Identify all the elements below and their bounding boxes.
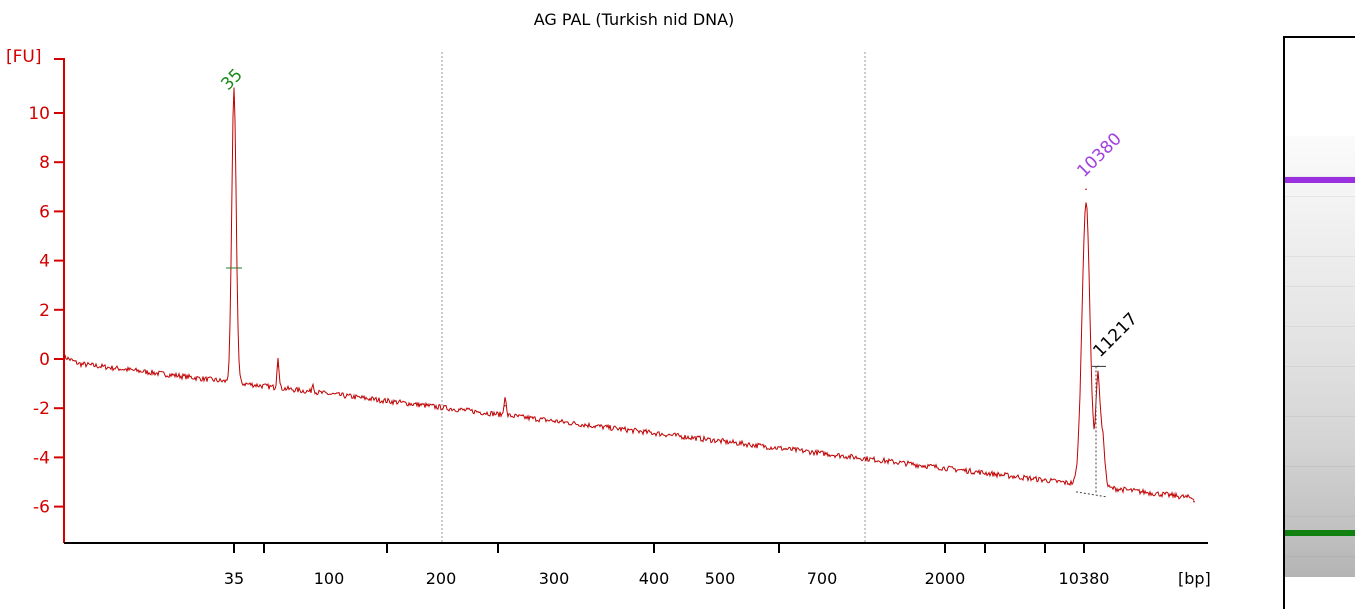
x-tick-label: 400 (639, 569, 670, 588)
x-tick-label: 35 (224, 569, 244, 588)
x-axis-unit-label: [bp] (1178, 569, 1211, 588)
x-tick-label: 300 (539, 569, 570, 588)
y-tick-label: 2 (39, 301, 50, 321)
gel-ladder-line (1285, 556, 1355, 557)
y-tick-label: 4 (39, 252, 50, 272)
x-tick-label: 2000 (925, 569, 966, 588)
y-axis-unit-label: [FU] (6, 47, 42, 67)
trace-line (63, 87, 1195, 501)
gel-ladder-line (1285, 256, 1355, 257)
gel-ladder-line (1285, 286, 1355, 287)
y-axis-ticks: 10 8 6 4 2 0 -2 -4 -6 (28, 104, 64, 518)
trace-point (1193, 500, 1195, 503)
x-axis-ticks: 35 100 200 300 400 500 700 2000 10380 (224, 543, 1110, 588)
gel-ladder-line (1285, 326, 1355, 327)
gel-band (1285, 530, 1355, 536)
peak-baseline (1075, 491, 1107, 498)
x-tick-label: 500 (705, 569, 736, 588)
gel-band (1285, 177, 1355, 183)
y-tick-label: 8 (39, 153, 50, 173)
trace-point (277, 365, 279, 368)
trace-point (504, 404, 506, 407)
y-tick-label: -2 (33, 399, 50, 419)
gel-image-panel (1283, 36, 1355, 609)
y-tick-label: -6 (33, 498, 50, 518)
gel-lane (1285, 136, 1355, 577)
trace-layer (63, 87, 1195, 503)
gel-ladder-line (1285, 176, 1355, 177)
gel-ladder-line (1285, 466, 1355, 467)
gel-ladder-line (1285, 416, 1355, 417)
peak-label: 10380 (1073, 129, 1125, 181)
peak-labels: 35 10380 11217 (217, 65, 1141, 361)
gel-ladder-line (1285, 516, 1355, 517)
x-tick-label: 700 (807, 569, 838, 588)
y-tick-label: 10 (28, 104, 50, 124)
gel-ladder-line (1285, 366, 1355, 367)
y-tick-label: 6 (39, 202, 50, 222)
chart-title: AG PAL (Turkish nid DNA) (534, 10, 735, 29)
x-tick-label: 10380 (1059, 569, 1110, 588)
y-tick-label: 0 (39, 350, 50, 370)
electropherogram: AG PAL (Turkish nid DNA) [FU] [bp] 10 8 6 4… (6, 10, 1211, 588)
axes (54, 58, 1208, 544)
x-tick-label: 100 (314, 569, 345, 588)
peak-label: 11217 (1089, 309, 1141, 361)
trace-point (1085, 188, 1087, 191)
grid-lines (441, 52, 866, 543)
peak-label: 35 (217, 65, 246, 94)
gel-ladder-line (1285, 196, 1355, 197)
trace-point (63, 355, 65, 358)
trace-point (233, 97, 235, 100)
x-tick-label: 200 (426, 569, 457, 588)
y-tick-label: -4 (33, 448, 50, 468)
